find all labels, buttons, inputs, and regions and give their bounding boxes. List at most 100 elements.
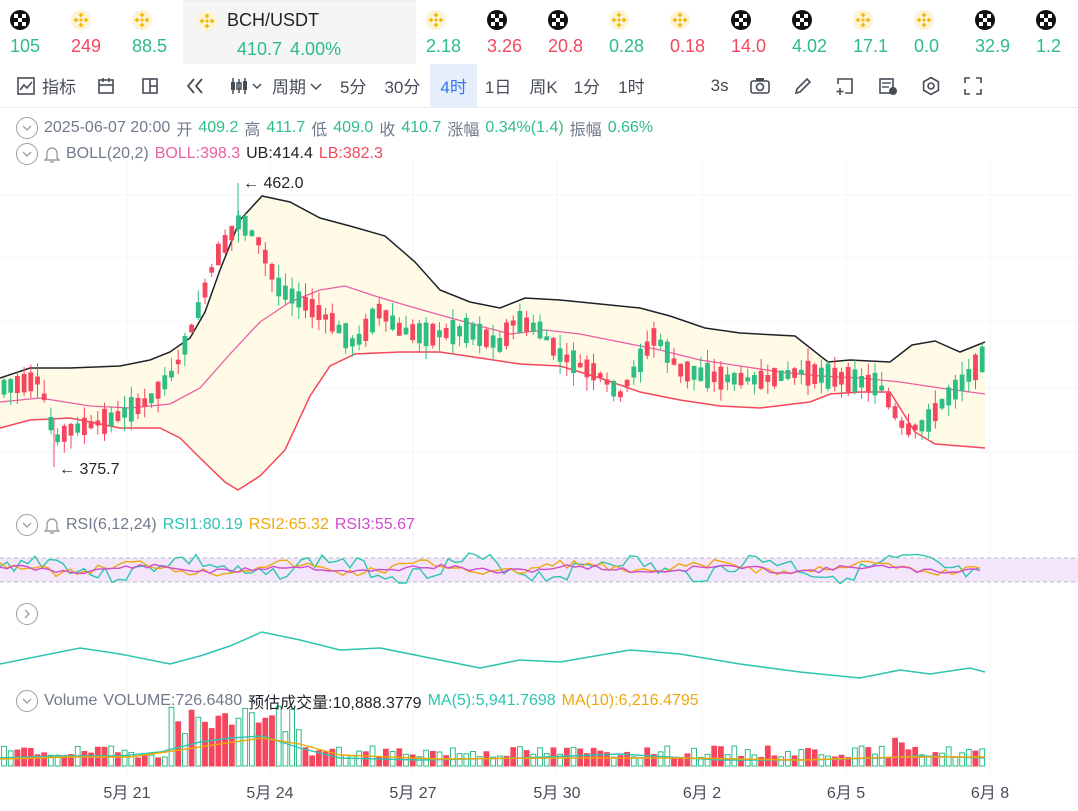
gear-icon xyxy=(922,76,939,95)
volume-bar xyxy=(932,752,939,767)
candle-body xyxy=(102,408,107,434)
volume-bar xyxy=(825,755,832,767)
interval-1min[interactable]: 1分 xyxy=(573,78,601,97)
high-value: 411.7 xyxy=(266,119,306,136)
ticker-item[interactable]: 32.9 xyxy=(965,0,1026,64)
interval-30m[interactable]: 30分 xyxy=(384,78,421,97)
bell-icon[interactable] xyxy=(44,145,60,163)
candle-body xyxy=(892,406,898,419)
interval-1w[interactable]: 周K xyxy=(529,78,558,97)
candle-body xyxy=(845,366,851,392)
volume-bar xyxy=(584,753,590,767)
candle-body xyxy=(82,417,87,436)
ticker-item[interactable]: 17.1 xyxy=(843,0,904,64)
boll-lb: LB:382.3 xyxy=(318,145,383,162)
ticker-item[interactable]: 105 xyxy=(0,0,61,64)
candle-body xyxy=(316,305,322,321)
volume-bar xyxy=(885,756,892,767)
collapse-icon[interactable] xyxy=(16,143,38,165)
candle-body xyxy=(544,336,550,341)
interval-1d[interactable]: 1日 xyxy=(484,78,512,97)
ticker-item[interactable]: 1.2 xyxy=(1026,0,1078,64)
collapse-icon[interactable] xyxy=(16,514,38,536)
bnb-icon xyxy=(670,10,690,30)
bell-icon[interactable] xyxy=(44,516,60,534)
chart-type-button[interactable] xyxy=(228,64,262,108)
chevron-down-icon xyxy=(252,82,262,89)
interval-1h[interactable]: 1时 xyxy=(618,78,645,97)
add-drawing-button[interactable] xyxy=(835,64,855,108)
layout-icon xyxy=(142,77,158,94)
interval-4h[interactable]: 4时 xyxy=(430,63,477,108)
settings-button[interactable] xyxy=(921,64,941,108)
ticker-item[interactable]: 3.26 xyxy=(477,0,538,64)
volume-bar xyxy=(48,754,54,767)
volume-bar xyxy=(1,745,7,767)
interval-5m[interactable]: 5分 xyxy=(340,78,367,97)
volume-bar xyxy=(731,745,738,767)
candle-body xyxy=(155,381,161,399)
volume-bar xyxy=(383,748,389,767)
refresh-interval[interactable]: 3s xyxy=(710,75,729,95)
draw-button[interactable] xyxy=(793,64,813,108)
calendar-icon xyxy=(98,77,114,94)
eraser-icon xyxy=(878,77,897,95)
candle-body xyxy=(182,335,188,355)
ticker-item[interactable]: 14.0 xyxy=(721,0,782,64)
expand-icon[interactable] xyxy=(16,603,38,625)
volume-bar xyxy=(450,747,456,767)
bnb-icon xyxy=(197,10,217,31)
ticker-item[interactable]: 4.02 xyxy=(782,0,843,64)
ticker-item[interactable]: 88.5 xyxy=(122,0,183,64)
ticker-item[interactable]: 20.8 xyxy=(538,0,599,64)
candle-body xyxy=(865,374,871,392)
volume-info: Volume VOLUME:726.6480 预估成交量:10,888.3779… xyxy=(16,689,699,713)
candle-body xyxy=(370,308,375,333)
boll-value: BOLL:398.3 xyxy=(154,145,241,162)
candle-body xyxy=(249,230,255,237)
calendar-button[interactable] xyxy=(96,64,116,108)
candle-body xyxy=(175,359,181,365)
candle-body xyxy=(41,393,47,401)
collapse-icon[interactable] xyxy=(16,690,38,712)
volume-bar xyxy=(610,756,617,767)
volume-bar xyxy=(865,747,872,767)
candle-body xyxy=(537,321,543,339)
indicators-button[interactable]: 指标 xyxy=(0,64,76,108)
ticker-item[interactable]: 0.0 xyxy=(904,0,965,64)
fullscreen-button[interactable] xyxy=(963,64,983,108)
candlestick-icon xyxy=(231,77,247,94)
okx-icon xyxy=(10,10,30,30)
candle-body xyxy=(832,367,838,387)
screenshot-button[interactable] xyxy=(749,64,771,108)
collapse-icon[interactable] xyxy=(16,117,38,139)
candle-body xyxy=(209,267,215,273)
candle-body xyxy=(658,339,663,347)
candle-body xyxy=(571,350,576,374)
volume-bar xyxy=(664,745,671,767)
volume-bar xyxy=(135,757,141,767)
candle-body xyxy=(323,314,328,320)
ticker-price: 410.7 xyxy=(237,39,283,59)
candle-body xyxy=(651,328,657,346)
ticker-item[interactable]: 249 xyxy=(61,0,122,64)
ticker-item[interactable]: 2.18 xyxy=(416,0,477,64)
close-label: 收 xyxy=(379,122,396,139)
candle-body xyxy=(932,403,938,422)
volume-bar xyxy=(805,747,811,767)
candle-body xyxy=(262,249,268,264)
hide-drawings-button[interactable] xyxy=(877,64,899,108)
candle-body xyxy=(973,354,978,381)
ticker-item[interactable]: 0.28 xyxy=(599,0,660,64)
period-dropdown[interactable]: 周期 xyxy=(272,64,322,108)
ticker-item-active[interactable]: BCH/USDT 410.7 4.00% xyxy=(183,0,416,64)
candle-body xyxy=(752,375,757,385)
rewind-button[interactable] xyxy=(184,64,206,108)
ticker-item[interactable]: 0.18 xyxy=(660,0,721,64)
candle-body xyxy=(390,315,395,330)
rsi-band xyxy=(0,558,1078,582)
ticker-price: 3.26 xyxy=(487,36,523,56)
volume-bar xyxy=(496,755,503,767)
layout-button[interactable] xyxy=(140,64,160,108)
